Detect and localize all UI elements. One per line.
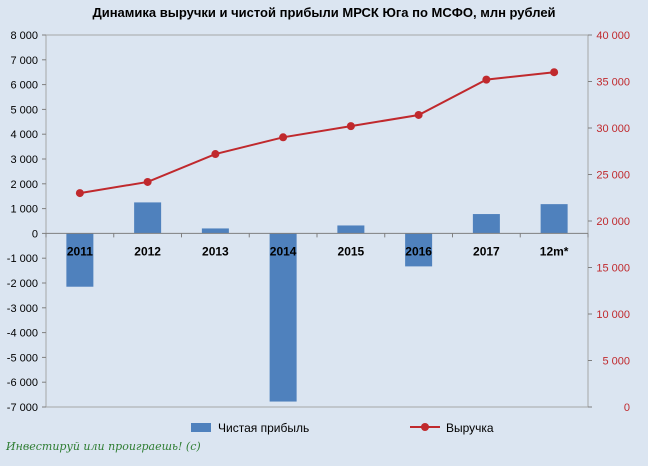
left-tick-label: 3 000 (10, 154, 38, 166)
revenue-marker (550, 68, 559, 77)
right-tick-label: 15 000 (596, 263, 630, 275)
bar-net-profit (269, 233, 297, 402)
revenue-marker (211, 150, 220, 159)
left-tick-label: 6 000 (10, 80, 38, 92)
legend-swatch-net-profit (191, 423, 211, 432)
left-tick-label: -1 000 (7, 253, 38, 265)
left-tick-label: -4 000 (7, 328, 38, 340)
bar-series (45, 202, 589, 402)
right-tick-label: 30 000 (596, 123, 630, 135)
right-tick-label: 25 000 (596, 170, 630, 182)
left-tick-label: -5 000 (7, 352, 38, 364)
revenue-line (79, 71, 555, 195)
left-tick-label: 8 000 (10, 30, 38, 42)
legend-swatch-revenue-marker (421, 423, 429, 431)
legend-label-net-profit: Чистая прибыль (218, 421, 309, 435)
legend: Чистая прибыль Выручка (191, 421, 494, 435)
revenue-marker (482, 75, 491, 84)
left-axis: -7 000 -6 000 -5 000 -4 000 -3 000 -2 000 -1 0… (7, 30, 46, 414)
left-tick-label: -3 000 (7, 303, 38, 315)
left-tick-label: -7 000 (7, 402, 38, 414)
revenue-marker (414, 110, 423, 119)
left-tick-label: 1 000 (10, 204, 38, 216)
right-tick-label: 10 000 (596, 309, 630, 321)
revenue-marker (279, 133, 288, 142)
left-tick-label: 4 000 (10, 129, 38, 141)
category-label: 2014 (270, 244, 297, 258)
legend-label-revenue: Выручка (446, 421, 494, 435)
category-label: 2017 (473, 244, 500, 258)
right-tick-label: 0 (624, 402, 630, 414)
left-tick-label: 0 (32, 228, 38, 240)
revenue-marker (75, 189, 84, 198)
category-label: 12m* (540, 244, 569, 258)
right-tick-label: 35 000 (596, 77, 630, 89)
watermark-text: Инвестируй или проиграешь! (с) (5, 440, 201, 453)
bar-net-profit (201, 228, 229, 234)
bar-net-profit (66, 233, 94, 287)
revenue-marker (346, 122, 355, 131)
right-tick-label: 5 000 (602, 356, 630, 368)
bar-net-profit (337, 225, 365, 234)
category-labels: 2011 2012 2013 2014 2015 2016 2017 12m* (67, 244, 569, 258)
bar-net-profit (405, 233, 433, 267)
category-label: 2013 (202, 244, 229, 258)
left-tick-label: 5 000 (10, 104, 38, 116)
chart-title: Динамика выручки и чистой прибыли МРСК Ю… (92, 5, 555, 20)
plot-border (45, 34, 589, 408)
bar-net-profit (134, 202, 162, 234)
line-series (75, 68, 559, 198)
left-tick-label: -6 000 (7, 377, 38, 389)
right-tick-label: 40 000 (596, 30, 630, 42)
left-tick-label: 7 000 (10, 55, 38, 67)
right-axis: 0 5 000 10 000 15 000 20 000 25 000 30 000 35 0… (588, 30, 630, 414)
right-tick-label: 20 000 (596, 216, 630, 228)
plot-area (45, 34, 589, 408)
bar-net-profit (540, 204, 568, 234)
category-label: 2012 (134, 244, 161, 258)
category-label: 2011 (67, 244, 93, 258)
category-label: 2016 (405, 244, 432, 258)
bar-net-profit (472, 214, 500, 234)
category-label: 2015 (338, 244, 365, 258)
left-tick-label: 2 000 (10, 179, 38, 191)
revenue-marker (143, 177, 152, 186)
left-tick-label: -2 000 (7, 278, 38, 290)
